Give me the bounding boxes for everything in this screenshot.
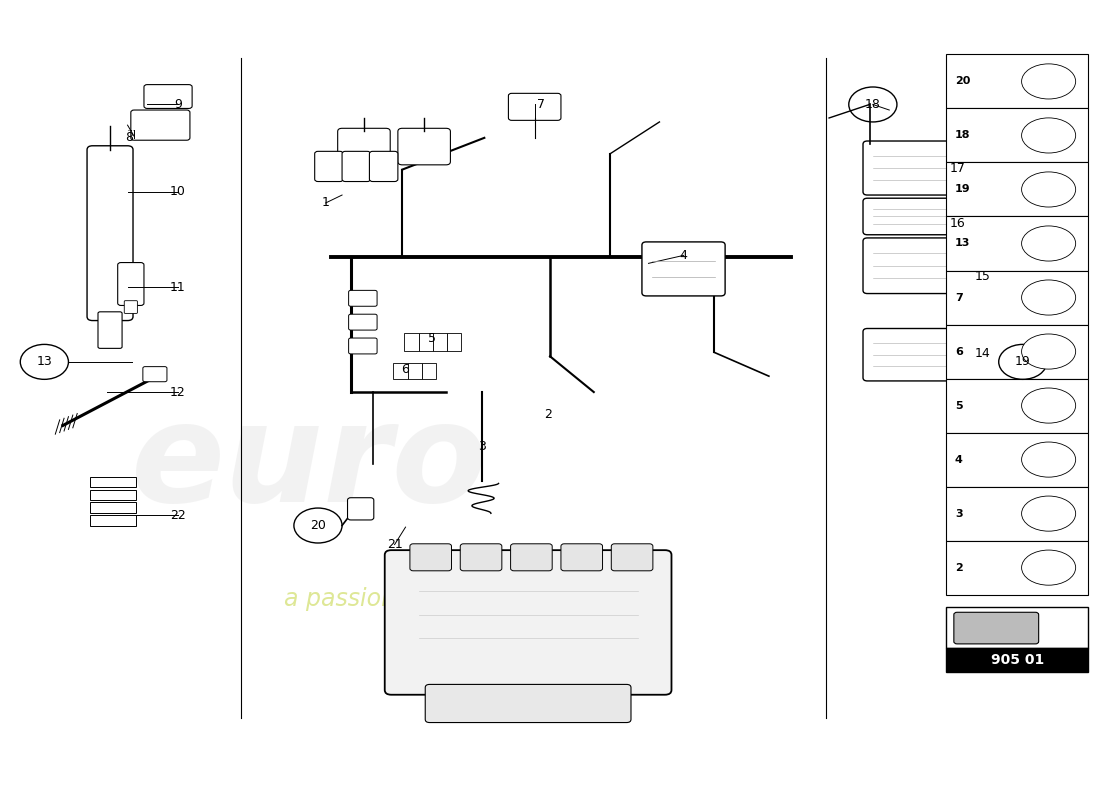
FancyBboxPatch shape xyxy=(143,366,167,382)
Bar xyxy=(946,486,1089,541)
Bar xyxy=(946,433,1089,486)
Text: 21: 21 xyxy=(387,538,403,551)
Bar xyxy=(90,502,136,513)
FancyBboxPatch shape xyxy=(338,128,390,165)
FancyBboxPatch shape xyxy=(315,151,343,182)
FancyBboxPatch shape xyxy=(405,334,419,350)
FancyBboxPatch shape xyxy=(385,550,671,694)
Bar xyxy=(90,515,136,526)
Bar xyxy=(946,270,1089,325)
FancyBboxPatch shape xyxy=(864,238,959,294)
Text: 10: 10 xyxy=(170,186,186,198)
FancyBboxPatch shape xyxy=(349,290,377,306)
Text: 15: 15 xyxy=(975,270,990,283)
Text: 12: 12 xyxy=(170,386,186,398)
FancyBboxPatch shape xyxy=(410,544,451,571)
Ellipse shape xyxy=(1022,172,1076,207)
FancyBboxPatch shape xyxy=(144,85,192,109)
Ellipse shape xyxy=(1022,334,1076,369)
FancyBboxPatch shape xyxy=(118,262,144,306)
Text: 22: 22 xyxy=(170,509,186,522)
Bar xyxy=(946,217,1089,270)
Text: 20: 20 xyxy=(955,77,970,86)
Text: 18: 18 xyxy=(865,98,881,111)
FancyBboxPatch shape xyxy=(98,312,122,348)
Text: 905 01: 905 01 xyxy=(991,653,1044,666)
Text: 3: 3 xyxy=(955,509,962,518)
Bar xyxy=(946,54,1089,109)
Bar xyxy=(90,490,136,500)
Ellipse shape xyxy=(1022,118,1076,153)
FancyBboxPatch shape xyxy=(510,544,552,571)
Text: 2: 2 xyxy=(543,408,552,421)
Text: 7: 7 xyxy=(955,293,962,302)
FancyBboxPatch shape xyxy=(864,198,959,234)
FancyBboxPatch shape xyxy=(433,334,447,350)
Text: 2: 2 xyxy=(955,562,962,573)
Text: 13: 13 xyxy=(36,355,52,368)
Text: 6: 6 xyxy=(955,346,962,357)
FancyBboxPatch shape xyxy=(460,544,502,571)
FancyBboxPatch shape xyxy=(422,362,437,378)
Bar xyxy=(946,162,1089,217)
FancyBboxPatch shape xyxy=(642,242,725,296)
Text: 4: 4 xyxy=(680,249,688,262)
Text: 5: 5 xyxy=(955,401,962,410)
FancyBboxPatch shape xyxy=(394,362,408,378)
Ellipse shape xyxy=(1022,388,1076,423)
Text: 17: 17 xyxy=(949,162,965,174)
Bar xyxy=(946,378,1089,433)
Text: 19: 19 xyxy=(955,185,970,194)
FancyBboxPatch shape xyxy=(864,329,959,381)
FancyBboxPatch shape xyxy=(447,334,461,350)
Text: 6: 6 xyxy=(402,363,409,376)
Text: 11: 11 xyxy=(170,281,186,294)
Text: 14: 14 xyxy=(975,347,990,361)
FancyBboxPatch shape xyxy=(131,110,190,140)
Bar xyxy=(946,648,1089,672)
Text: 19: 19 xyxy=(1015,355,1031,368)
FancyBboxPatch shape xyxy=(124,301,138,314)
Text: a passion for parts since 1985: a passion for parts since 1985 xyxy=(284,586,641,610)
Text: 16: 16 xyxy=(949,217,965,230)
Text: euro: euro xyxy=(131,396,487,531)
Text: 20: 20 xyxy=(310,519,326,532)
FancyBboxPatch shape xyxy=(398,128,450,165)
Bar xyxy=(946,109,1089,162)
Bar xyxy=(946,541,1089,594)
Ellipse shape xyxy=(1022,226,1076,261)
Bar xyxy=(946,606,1089,648)
Ellipse shape xyxy=(1022,442,1076,477)
FancyBboxPatch shape xyxy=(349,338,377,354)
FancyBboxPatch shape xyxy=(612,544,653,571)
Text: 7: 7 xyxy=(537,98,546,111)
FancyBboxPatch shape xyxy=(370,151,398,182)
FancyBboxPatch shape xyxy=(349,314,377,330)
FancyBboxPatch shape xyxy=(864,141,959,195)
FancyBboxPatch shape xyxy=(348,498,374,520)
Bar xyxy=(90,477,136,487)
FancyBboxPatch shape xyxy=(87,146,133,321)
Text: 5: 5 xyxy=(428,331,436,345)
FancyBboxPatch shape xyxy=(408,362,422,378)
Text: 13: 13 xyxy=(955,238,970,249)
FancyBboxPatch shape xyxy=(342,151,371,182)
Ellipse shape xyxy=(1022,496,1076,531)
Bar xyxy=(946,325,1089,378)
FancyBboxPatch shape xyxy=(426,685,631,722)
Text: 9: 9 xyxy=(174,98,182,111)
Text: 3: 3 xyxy=(478,439,486,453)
Text: 4: 4 xyxy=(955,454,962,465)
Ellipse shape xyxy=(1022,550,1076,585)
Text: 18: 18 xyxy=(955,130,970,141)
Text: 1: 1 xyxy=(321,197,330,210)
Text: 8: 8 xyxy=(124,131,133,144)
Ellipse shape xyxy=(1022,64,1076,99)
FancyBboxPatch shape xyxy=(954,612,1038,644)
FancyBboxPatch shape xyxy=(508,94,561,120)
Ellipse shape xyxy=(1022,280,1076,315)
FancyBboxPatch shape xyxy=(419,334,433,350)
FancyBboxPatch shape xyxy=(561,544,603,571)
